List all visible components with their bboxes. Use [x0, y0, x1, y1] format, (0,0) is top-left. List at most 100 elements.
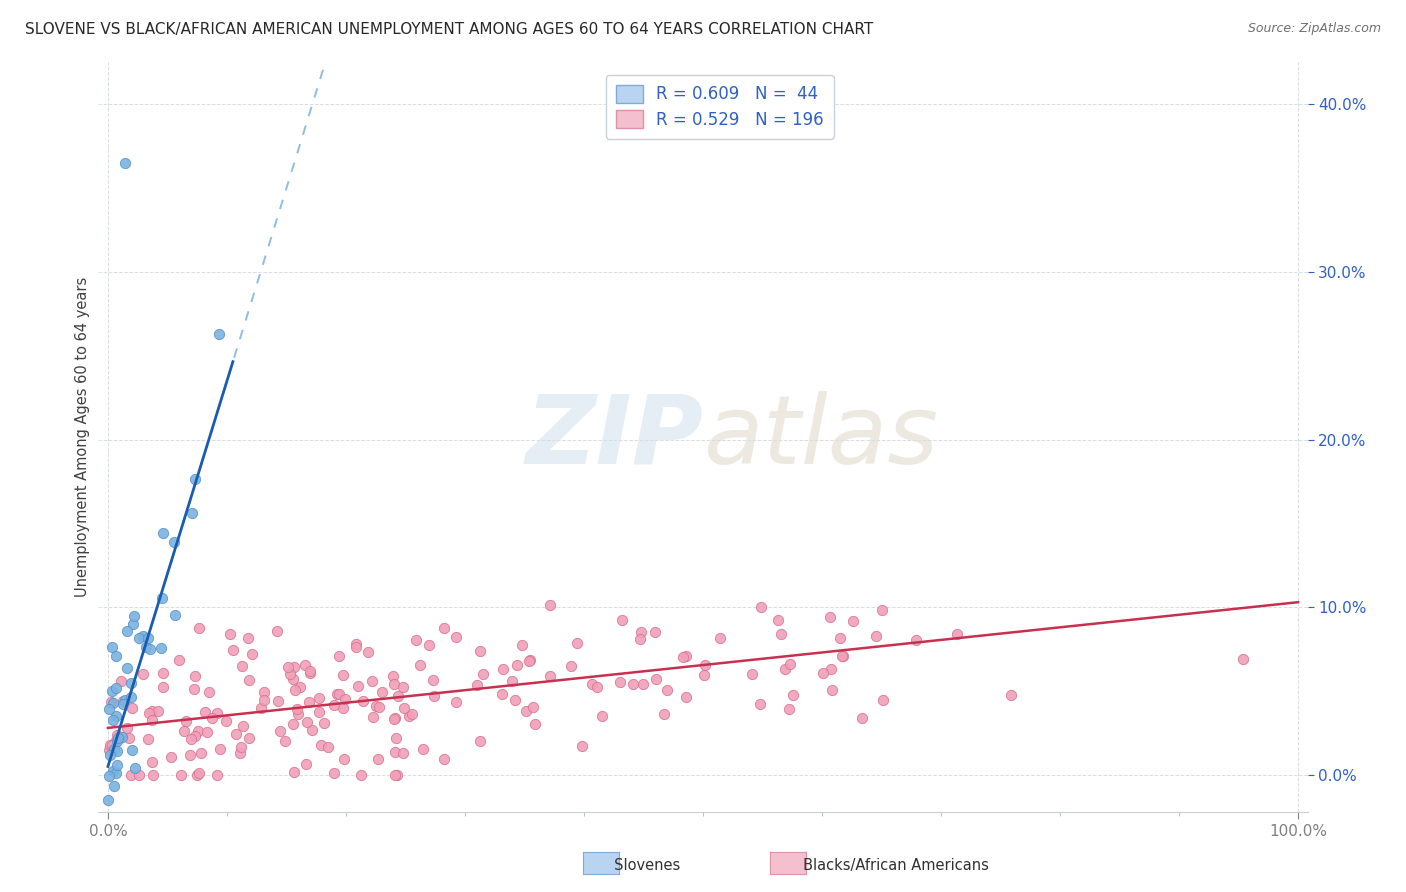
Point: [418, 638, 440, 652]
Point: [274, 734, 297, 748]
Point: [773, 662, 796, 676]
Point: [631, 676, 654, 690]
Point: [821, 683, 844, 698]
Point: [114, 156, 136, 170]
Point: [295, 756, 318, 771]
Point: [905, 633, 928, 648]
Point: [101, 640, 124, 655]
Point: [297, 715, 319, 730]
Point: [232, 719, 254, 733]
Point: [160, 749, 183, 764]
Point: [652, 706, 675, 721]
Point: [392, 746, 415, 760]
Point: [208, 327, 231, 342]
Point: [187, 622, 209, 636]
Point: [384, 711, 406, 725]
Point: [333, 692, 356, 706]
Point: [865, 629, 887, 643]
Point: [311, 738, 333, 752]
Point: [444, 695, 467, 709]
Point: [1232, 651, 1254, 665]
Point: [98, 747, 121, 762]
Point: [281, 673, 304, 687]
Point: [392, 701, 415, 715]
Point: [105, 758, 128, 772]
Point: [114, 693, 136, 707]
Point: [491, 687, 513, 701]
Point: [538, 669, 561, 683]
Point: [409, 658, 432, 673]
Point: [278, 666, 301, 681]
Point: [778, 702, 800, 716]
Point: [115, 661, 138, 675]
Point: [468, 734, 491, 748]
Point: [132, 629, 155, 643]
Point: [322, 698, 344, 712]
Point: [198, 684, 221, 698]
Point: [322, 765, 344, 780]
Point: [299, 664, 322, 678]
Point: [141, 704, 163, 718]
Point: [111, 730, 134, 744]
Text: Blacks/African Americans: Blacks/African Americans: [780, 858, 990, 872]
Point: [766, 613, 789, 627]
Point: [851, 711, 873, 725]
Point: [346, 679, 368, 693]
Point: [98, 743, 121, 757]
Point: [115, 721, 138, 735]
Point: [266, 624, 288, 639]
Point: [183, 729, 205, 743]
Point: [184, 669, 207, 683]
Point: [101, 713, 124, 727]
Point: [301, 723, 323, 737]
Text: ZIP: ZIP: [524, 391, 703, 483]
Point: [180, 731, 202, 746]
Point: [510, 639, 533, 653]
Point: [471, 667, 494, 681]
Point: [101, 684, 124, 698]
Point: [215, 714, 238, 728]
Point: [709, 631, 731, 645]
Point: [422, 673, 444, 687]
Point: [870, 603, 893, 617]
Point: [384, 731, 406, 746]
Point: [194, 705, 217, 719]
Legend: R = 0.609   N =  44, R = 0.529   N = 196: R = 0.609 N = 44, R = 0.529 N = 196: [606, 75, 834, 138]
Point: [830, 632, 852, 646]
Point: [506, 657, 529, 672]
Point: [115, 624, 138, 639]
Point: [103, 742, 125, 756]
Text: SLOVENE VS BLACK/AFRICAN AMERICAN UNEMPLOYMENT AMONG AGES 60 TO 64 YEARS CORRELA: SLOVENE VS BLACK/AFRICAN AMERICAN UNEMPL…: [25, 22, 873, 37]
Point: [104, 648, 127, 663]
Point: [946, 627, 969, 641]
Point: [503, 693, 526, 707]
Point: [368, 699, 391, 714]
Y-axis label: Unemployment Among Ages 60 to 64 years: Unemployment Among Ages 60 to 64 years: [75, 277, 90, 598]
Point: [401, 706, 423, 721]
Point: [391, 681, 413, 695]
Point: [364, 699, 387, 714]
Point: [253, 685, 276, 699]
Point: [522, 699, 544, 714]
Point: [433, 621, 456, 635]
Point: [173, 723, 195, 738]
Point: [770, 627, 793, 641]
Point: [277, 660, 299, 674]
Point: [240, 648, 263, 662]
Point: [107, 731, 129, 745]
Point: [519, 653, 541, 667]
Point: [150, 591, 173, 605]
Point: [308, 705, 330, 719]
Point: [749, 697, 772, 711]
Point: [361, 709, 384, 723]
Point: [105, 709, 128, 723]
Point: [344, 640, 367, 654]
Point: [350, 768, 373, 782]
Point: [328, 687, 350, 701]
Point: [208, 742, 231, 756]
Point: [120, 690, 142, 704]
Point: [107, 730, 129, 744]
Point: [229, 739, 252, 754]
Point: [644, 625, 666, 640]
Point: [190, 746, 212, 760]
